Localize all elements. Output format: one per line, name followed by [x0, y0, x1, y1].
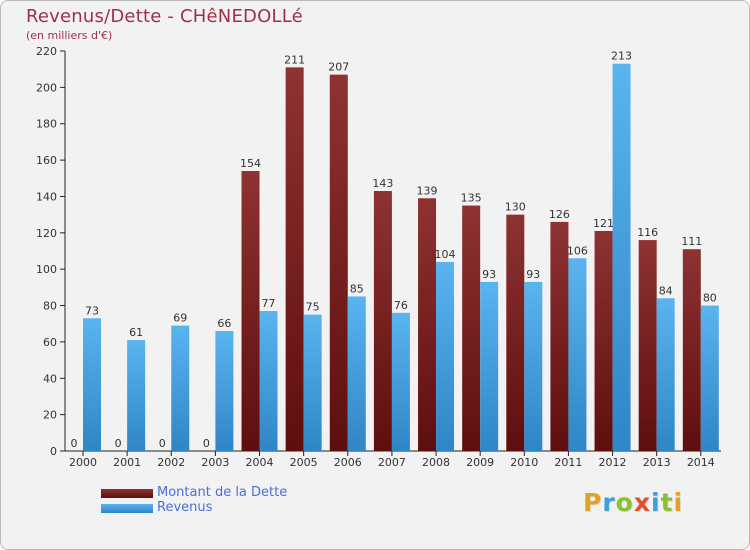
y-tick-label: 200: [36, 81, 57, 94]
data-label: 126: [549, 208, 570, 221]
y-tick-label: 20: [43, 409, 57, 422]
x-tick-label: 2006: [334, 456, 362, 469]
x-tick-label: 2004: [246, 456, 274, 469]
bar-dette: [329, 74, 348, 452]
y-tick-label: 220: [36, 45, 57, 58]
legend-swatch-revenus: [101, 504, 153, 513]
proxiti-logo: Proxiti: [583, 488, 684, 517]
x-tick-label: 2002: [157, 456, 185, 469]
data-label: 135: [461, 192, 482, 205]
bar-dette: [638, 240, 657, 451]
bar-revenus: [656, 298, 675, 451]
data-label: 0: [159, 437, 166, 450]
y-tick-label: 0: [50, 445, 57, 458]
chart-subtitle: (en milliers d'€): [26, 29, 113, 42]
x-tick-label: 2009: [466, 456, 494, 469]
data-label: 130: [505, 201, 526, 214]
y-tick-label: 100: [36, 263, 57, 276]
x-tick-label: 2003: [201, 456, 229, 469]
bar-revenus: [83, 318, 101, 451]
data-label: 80: [703, 292, 717, 305]
bar-revenus: [259, 311, 278, 451]
data-label: 77: [262, 297, 276, 310]
bar-revenus: [347, 296, 366, 451]
data-label: 211: [284, 53, 305, 66]
data-label: 75: [306, 301, 320, 314]
data-label: 85: [350, 282, 364, 295]
bar-dette: [241, 171, 260, 451]
bar-revenus: [568, 258, 587, 451]
bar-dette: [462, 205, 481, 451]
data-label: 104: [435, 248, 456, 261]
y-tick-label: 80: [43, 300, 57, 313]
y-tick-label: 40: [43, 372, 57, 385]
x-tick-label: 2008: [422, 456, 450, 469]
x-tick-label: 2005: [290, 456, 318, 469]
data-label: 66: [217, 317, 231, 330]
data-label: 116: [637, 226, 658, 239]
data-label: 0: [203, 437, 210, 450]
data-label: 93: [482, 268, 496, 281]
x-tick-label: 2007: [378, 456, 406, 469]
data-label: 154: [240, 157, 261, 170]
data-label: 73: [85, 304, 99, 317]
y-tick-label: 60: [43, 336, 57, 349]
x-tick-label: 2012: [599, 456, 627, 469]
y-tick-label: 120: [36, 227, 57, 240]
bar-revenus: [127, 340, 146, 451]
data-label: 61: [129, 326, 143, 339]
data-label: 0: [71, 437, 78, 450]
bar-revenus: [215, 331, 234, 451]
data-label: 76: [394, 299, 408, 312]
bar-dette: [594, 231, 613, 451]
y-tick-label: 160: [36, 154, 57, 167]
data-label: 106: [567, 244, 588, 257]
bar-revenus: [524, 281, 543, 451]
data-label: 0: [115, 437, 122, 450]
data-label: 84: [659, 284, 673, 297]
data-label: 69: [173, 312, 187, 325]
data-label: 93: [526, 268, 540, 281]
bar-revenus: [391, 312, 410, 451]
x-tick-label: 2011: [554, 456, 582, 469]
bar-revenus: [612, 63, 631, 452]
x-tick-label: 2013: [643, 456, 671, 469]
data-label: 213: [611, 50, 632, 63]
legend-label-dette: Montant de la Dette: [157, 485, 288, 500]
legend-label-revenus: Revenus: [157, 500, 213, 515]
bar-revenus: [480, 281, 499, 451]
x-tick-label: 2000: [69, 456, 97, 469]
data-label: 207: [328, 61, 349, 74]
bar-revenus: [303, 314, 322, 451]
legend-swatch-dette: [101, 489, 153, 498]
bar-revenus: [700, 305, 719, 451]
data-label: 121: [593, 217, 614, 230]
bar-revenus: [171, 325, 190, 451]
bar-dette: [682, 249, 701, 451]
data-label: 111: [681, 235, 702, 248]
y-tick-label: 180: [36, 118, 57, 131]
bar-dette: [373, 191, 392, 451]
bar-dette: [550, 221, 569, 451]
bar-revenus: [436, 261, 455, 451]
data-label: 139: [417, 184, 438, 197]
x-tick-label: 2014: [687, 456, 715, 469]
bar-dette: [418, 198, 437, 451]
y-tick-label: 140: [36, 190, 57, 203]
chart-title: Revenus/Dette - CHêNEDOLLé: [26, 6, 303, 27]
x-tick-label: 2010: [510, 456, 538, 469]
bar-dette: [506, 214, 525, 451]
bar-dette: [285, 67, 304, 451]
x-tick-label: 2001: [113, 456, 141, 469]
data-label: 143: [372, 177, 393, 190]
